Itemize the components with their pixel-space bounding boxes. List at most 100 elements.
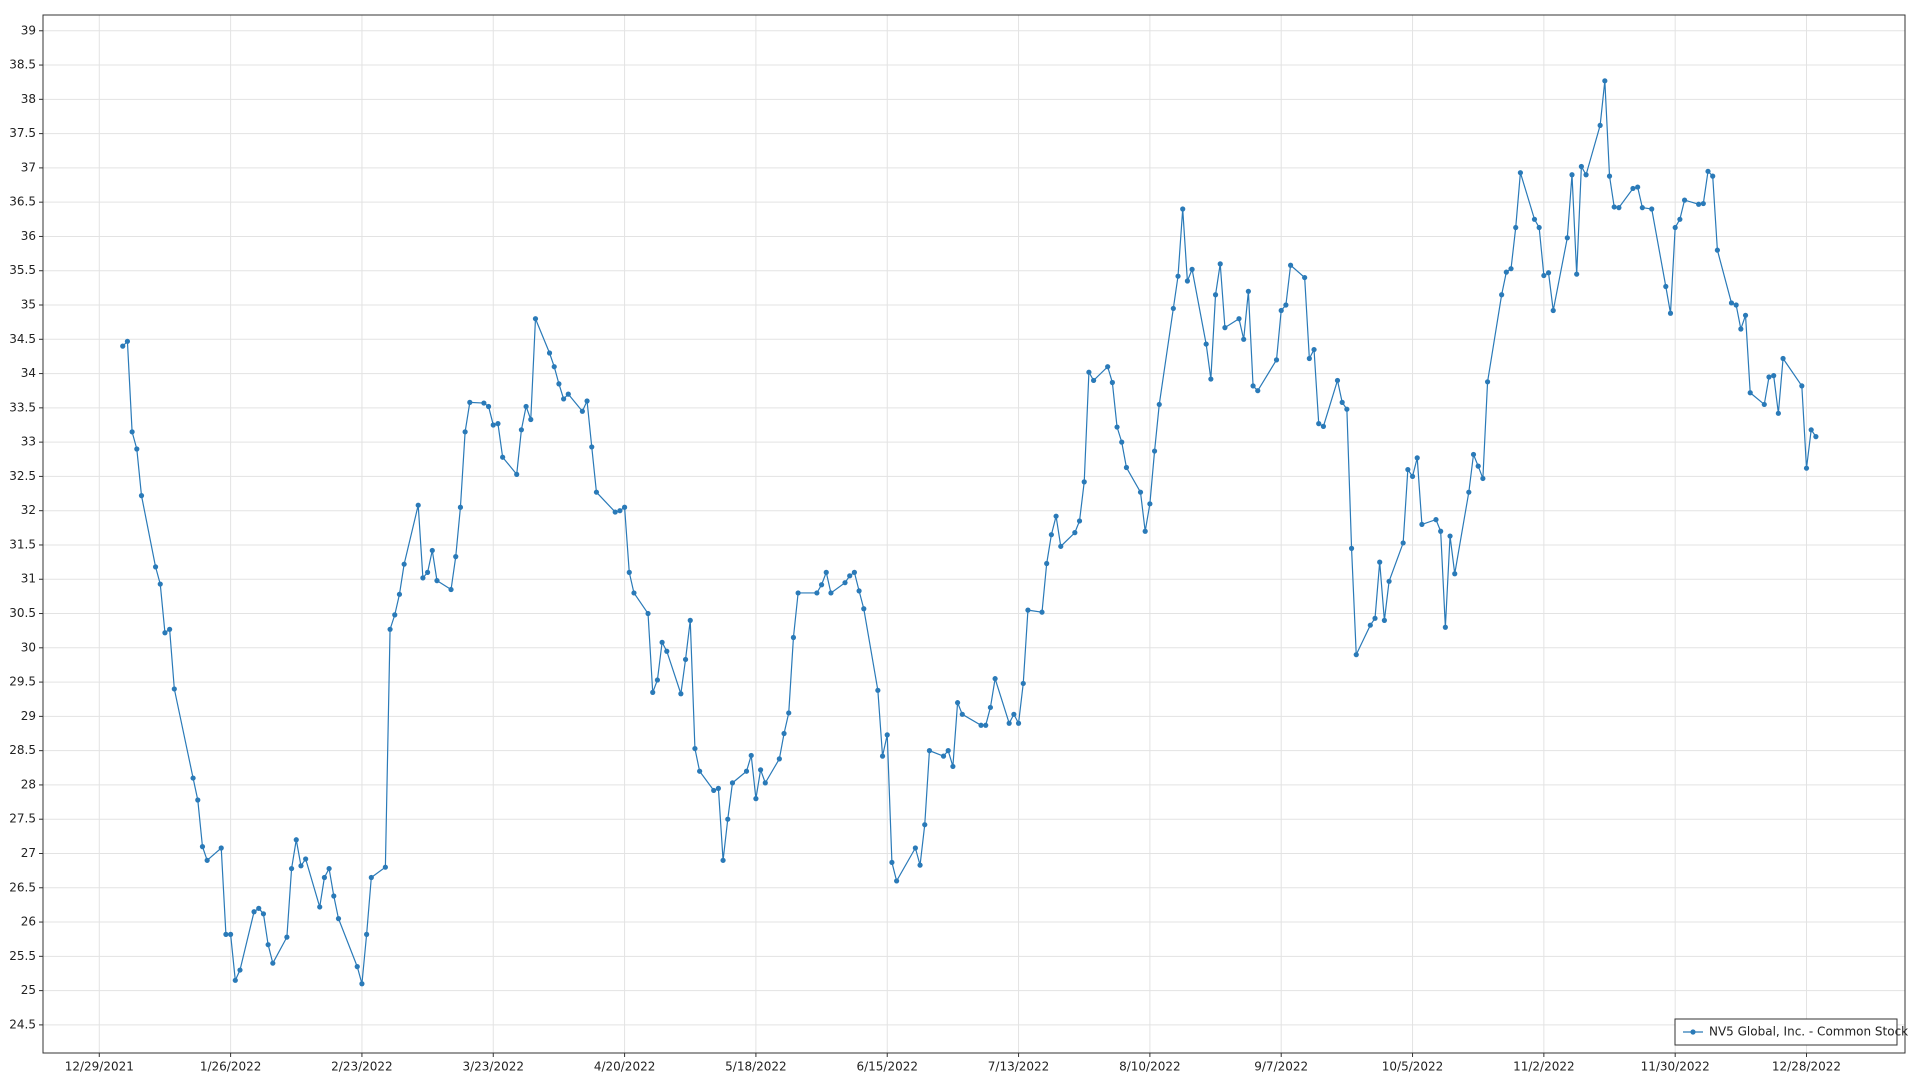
data-point [889, 859, 895, 866]
data-point [1780, 355, 1786, 362]
data-point [1480, 475, 1486, 482]
data-point [518, 427, 524, 433]
data-point [288, 865, 295, 872]
data-point [232, 977, 238, 983]
y-tick-label: 34.5 [9, 332, 36, 346]
data-point [523, 403, 529, 410]
plot-frame [42, 14, 1906, 1054]
data-point [190, 775, 196, 781]
data-point [1208, 376, 1214, 382]
data-point [415, 502, 421, 508]
data-point [711, 787, 717, 794]
data-point [1400, 540, 1406, 546]
data-point [954, 700, 961, 706]
data-point [199, 844, 206, 850]
data-point [392, 612, 398, 618]
data-point [1058, 543, 1064, 549]
data-point [1306, 355, 1312, 362]
data-point [1184, 278, 1191, 284]
data-point [682, 656, 689, 663]
data-point [1180, 206, 1186, 212]
data-point [748, 752, 754, 759]
data-point [1217, 261, 1223, 267]
data-point [565, 391, 571, 397]
data-point [1771, 373, 1777, 379]
data-point [659, 639, 665, 645]
y-tick-label: 28 [21, 777, 36, 791]
data-point [1499, 292, 1505, 298]
data-point [1672, 224, 1678, 231]
data-point [697, 768, 703, 774]
data-point [1630, 185, 1636, 192]
data-point [795, 590, 801, 596]
data-point [1114, 424, 1120, 430]
data-point [218, 845, 224, 851]
data-point [1710, 173, 1716, 179]
data-point [260, 911, 267, 917]
data-point [1681, 197, 1688, 203]
data-point [1470, 451, 1477, 458]
data-point [1766, 374, 1772, 380]
data-point [678, 691, 684, 697]
data-point [692, 745, 698, 752]
data-point [1574, 271, 1580, 277]
data-point [743, 768, 750, 774]
y-tick-label: 32 [21, 503, 36, 517]
data-point [387, 626, 393, 632]
y-tick-label: 30 [21, 640, 36, 654]
data-point [945, 748, 951, 754]
data-point [1466, 489, 1472, 495]
data-point [1119, 439, 1125, 445]
data-point [1245, 288, 1251, 294]
data-point [1302, 274, 1308, 281]
data-point [987, 704, 994, 711]
y-tick-label: 36 [21, 229, 36, 243]
data-point [856, 588, 862, 594]
data-point [922, 822, 928, 828]
data-point [1808, 427, 1814, 433]
data-point [1578, 163, 1584, 170]
data-point [1541, 272, 1547, 279]
y-tick-label: 29.5 [9, 675, 36, 689]
data-point [1137, 489, 1144, 495]
y-tick-label: 34 [21, 366, 36, 380]
data-point [1728, 300, 1735, 306]
data-point [861, 606, 867, 612]
data-point [1241, 336, 1247, 342]
y-tick-label: 27.5 [9, 812, 36, 826]
data-point [495, 421, 501, 427]
data-point [1419, 521, 1425, 528]
data-point [528, 416, 534, 423]
x-tick-label: 8/10/2022 [1119, 1060, 1181, 1074]
legend-box [1674, 1018, 1898, 1046]
x-tick-label: 12/29/2021 [65, 1060, 134, 1074]
data-point [532, 316, 539, 322]
data-point [326, 865, 332, 872]
data-point [1813, 434, 1819, 440]
data-point [1663, 283, 1669, 290]
data-point [729, 780, 736, 786]
data-point [462, 429, 468, 435]
data-point [776, 756, 782, 762]
data-point [781, 730, 787, 737]
data-point [593, 489, 600, 495]
x-tick-label: 12/28/2022 [1772, 1060, 1841, 1074]
data-point [556, 381, 562, 387]
x-tick-label: 7/13/2022 [988, 1060, 1050, 1074]
data-point [120, 343, 126, 349]
data-point [1602, 78, 1608, 84]
x-tick-label: 2/23/2022 [331, 1060, 393, 1074]
y-tick-label: 39 [21, 23, 36, 37]
x-tick-label: 9/7/2022 [1254, 1060, 1308, 1074]
data-point [1742, 312, 1749, 318]
data-point [1348, 545, 1355, 551]
data-point [1536, 224, 1542, 231]
data-point [1696, 201, 1702, 207]
data-point [1147, 501, 1153, 507]
data-point [152, 564, 159, 570]
data-point [790, 634, 797, 641]
data-point [321, 874, 328, 881]
data-point [1649, 206, 1655, 212]
y-tick-label: 28.5 [9, 743, 36, 757]
